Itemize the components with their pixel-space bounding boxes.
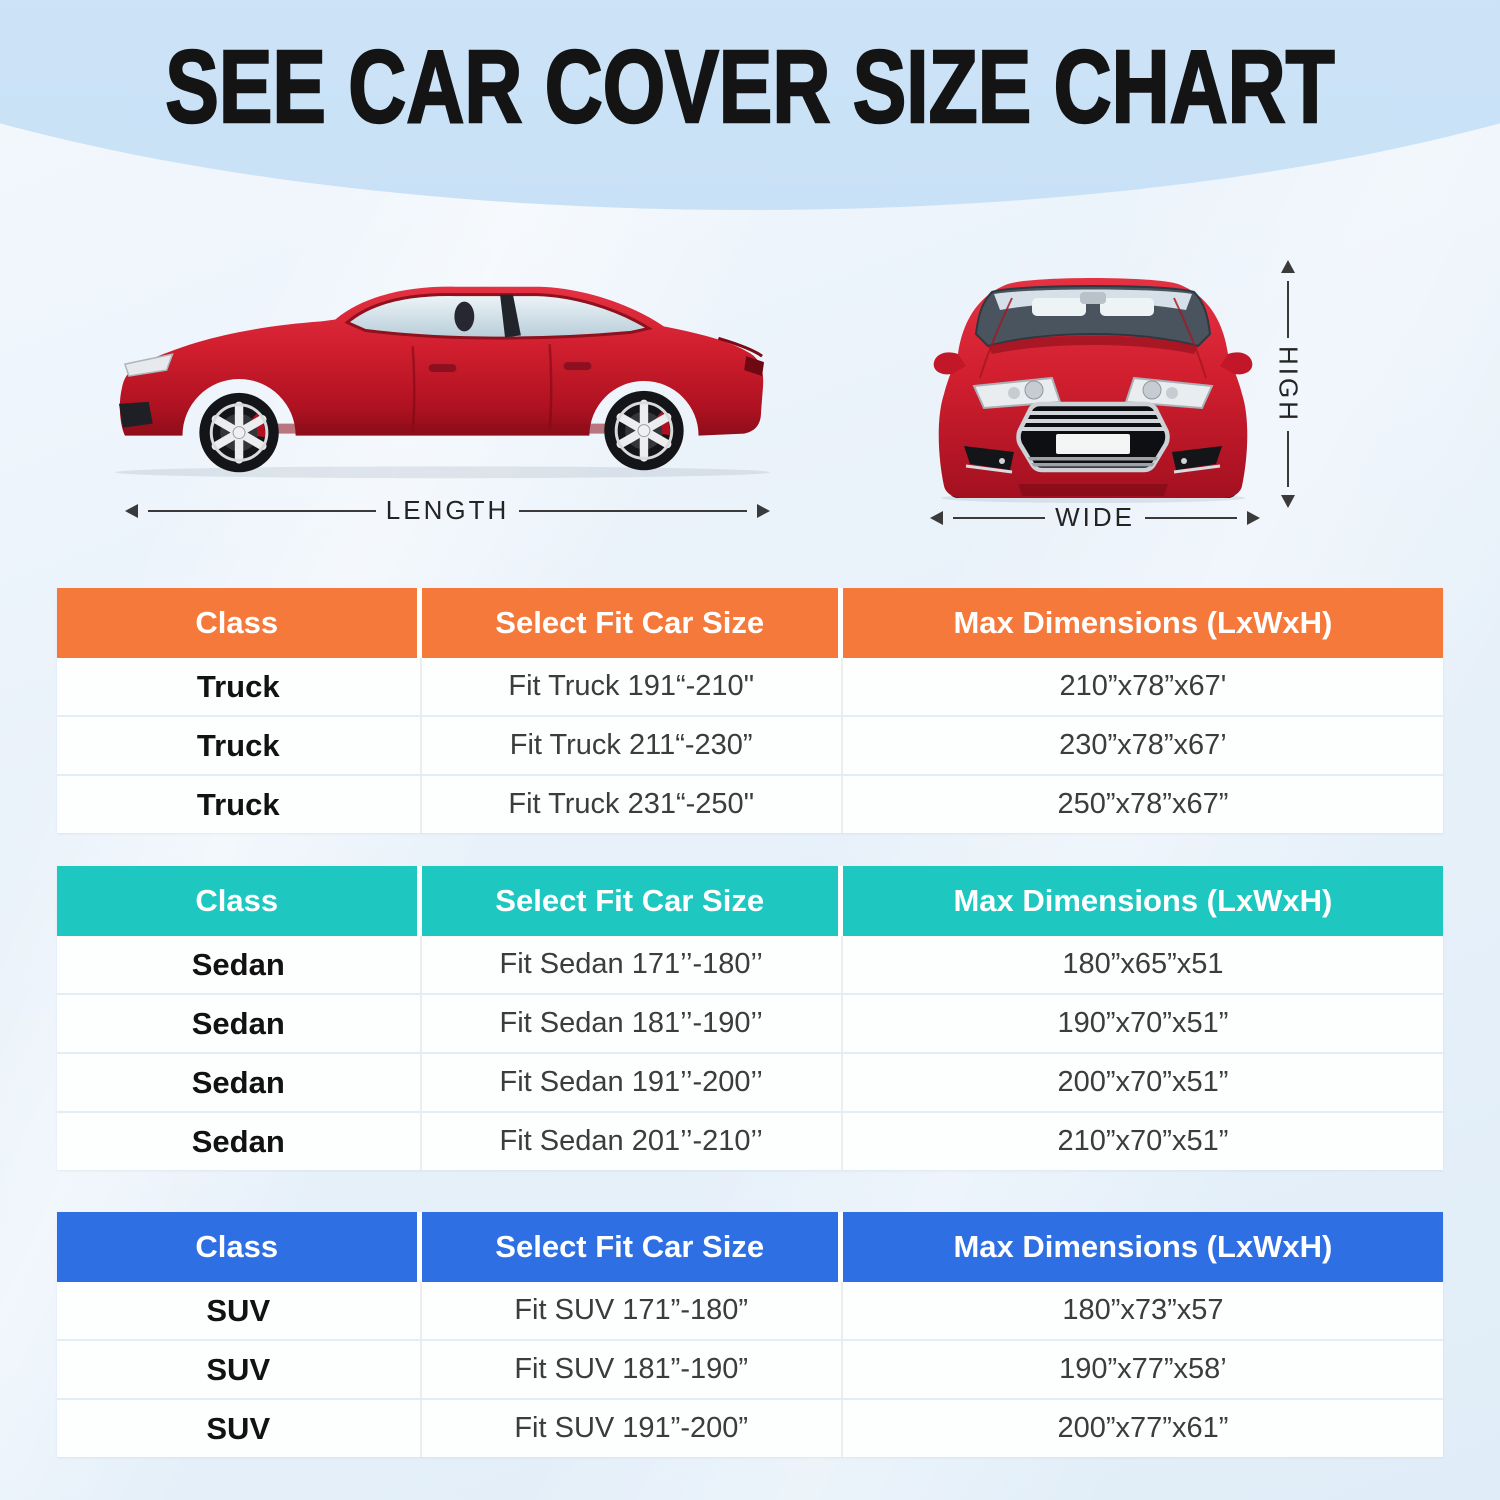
cell-max-dimensions: 200”x77”x61” — [1057, 1412, 1229, 1444]
cell-max-dimensions: 180”x73”x57 — [1062, 1294, 1224, 1326]
cell-fit-size: Fit SUV 181”-190” — [422, 1341, 843, 1398]
front-car-illustration — [933, 278, 1253, 503]
cell-fit-size: Fit Sedan 191’’-200’’ — [422, 1054, 843, 1111]
truck-table: Class Select Fit Car Size Max Dimensions… — [57, 588, 1443, 833]
cell-max-dimensions: 180”x65”x51 — [1062, 948, 1224, 980]
header-cell-max-dimensions: Max Dimensions (LxWxH) — [953, 605, 1333, 640]
arrowhead-left-icon — [125, 503, 138, 518]
cell-class: SUV — [57, 1400, 422, 1457]
high-arrow: HIGH — [1268, 260, 1308, 508]
cell-class: Sedan — [57, 1054, 422, 1111]
header-cell-max-dimensions: Max Dimensions (LxWxH) — [953, 883, 1333, 918]
high-label: HIGH — [1273, 345, 1304, 423]
table-row: SUV Fit SUV 171”-180” 180”x73”x57 — [57, 1282, 1443, 1341]
cell-max-dimensions: 210”x78”x67' — [1059, 670, 1227, 702]
table-header-row: Class Select Fit Car Size Max Dimensions… — [57, 588, 1443, 658]
table-row: Sedan Fit Sedan 201’’-210’’ 210”x70”x51” — [57, 1113, 1443, 1170]
cell-fit-size: Fit Sedan 171’’-180’’ — [422, 936, 843, 993]
header-cell-fit-size: Select Fit Car Size — [422, 866, 843, 936]
cell-max-dimensions: 190”x77”x58’ — [1059, 1353, 1227, 1385]
cell-fit-size: Fit Sedan 201’’-210’’ — [422, 1113, 843, 1170]
sedan-table: Class Select Fit Car Size Max Dimensions… — [57, 866, 1443, 1170]
table-header-row: Class Select Fit Car Size Max Dimensions… — [57, 1212, 1443, 1282]
header-cell-max-dimensions: Max Dimensions (LxWxH) — [953, 1229, 1333, 1264]
cell-max-dimensions: 250”x78”x67” — [1057, 788, 1229, 820]
cell-max-dimensions: 200”x70”x51” — [1057, 1066, 1229, 1098]
cell-class: Truck — [57, 717, 422, 774]
cell-fit-size: Fit Truck 231“-250" — [422, 776, 843, 833]
table-row: Truck Fit Truck 231“-250" 250”x78”x67” — [57, 776, 1443, 833]
side-car-illustration — [115, 286, 770, 479]
cell-fit-size: Fit SUV 191”-200” — [422, 1400, 843, 1457]
cell-max-dimensions: 230”x78”x67’ — [1059, 729, 1227, 761]
table-row: Truck Fit Truck 191“-210" 210”x78”x67' — [57, 658, 1443, 717]
cell-class: Truck — [57, 776, 422, 833]
arrowhead-right-icon — [1247, 510, 1261, 525]
page-title: SEE CAR COVER SIZE CHART — [164, 28, 1335, 146]
table-row: SUV Fit SUV 191”-200” 200”x77”x61” — [57, 1400, 1443, 1457]
table-row: Sedan Fit Sedan 191’’-200’’ 200”x70”x51” — [57, 1054, 1443, 1113]
cell-max-dimensions: 190”x70”x51” — [1057, 1007, 1229, 1039]
header-cell-fit-size: Select Fit Car Size — [422, 1212, 843, 1282]
cell-fit-size: Fit Truck 211“-230” — [422, 717, 843, 774]
cell-fit-size: Fit Sedan 181’’-190’’ — [422, 995, 843, 1052]
cell-max-dimensions: 210”x70”x51” — [1057, 1125, 1229, 1157]
length-arrow: LENGTH — [125, 495, 770, 526]
table-row: SUV Fit SUV 181”-190” 190”x77”x58’ — [57, 1341, 1443, 1400]
arrowhead-down-icon — [1281, 495, 1295, 508]
header-cell-fit-size: Select Fit Car Size — [422, 588, 843, 658]
header-cell-class: Class — [57, 866, 422, 936]
wide-arrow: WIDE — [930, 502, 1261, 533]
suv-table: Class Select Fit Car Size Max Dimensions… — [57, 1212, 1443, 1457]
wide-label: WIDE — [1055, 502, 1135, 532]
cell-class: Truck — [57, 658, 422, 715]
arrowhead-left-icon — [930, 510, 943, 525]
header-cell-class: Class — [57, 1212, 422, 1282]
table-row: Truck Fit Truck 211“-230” 230”x78”x67’ — [57, 717, 1443, 776]
cell-class: Sedan — [57, 995, 422, 1052]
table-header-row: Class Select Fit Car Size Max Dimensions… — [57, 866, 1443, 936]
cell-class: Sedan — [57, 1113, 422, 1170]
header-cell-class: Class — [57, 588, 422, 658]
table-row: Sedan Fit Sedan 181’’-190’’ 190”x70”x51” — [57, 995, 1443, 1054]
length-label: LENGTH — [385, 495, 510, 525]
cell-fit-size: Fit SUV 171”-180” — [422, 1282, 843, 1339]
arrowhead-up-icon — [1281, 260, 1295, 273]
arrowhead-right-icon — [757, 503, 770, 518]
cell-fit-size: Fit Truck 191“-210" — [422, 658, 843, 715]
table-row: Sedan Fit Sedan 171’’-180’’ 180”x65”x51 — [57, 936, 1443, 995]
cell-class: Sedan — [57, 936, 422, 993]
cell-class: SUV — [57, 1341, 422, 1398]
cell-class: SUV — [57, 1282, 422, 1339]
